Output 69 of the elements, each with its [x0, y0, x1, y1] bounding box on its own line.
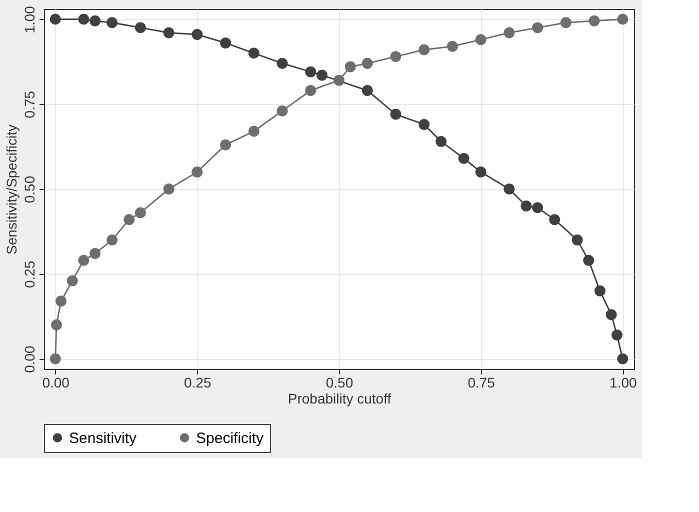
x-tick-label: 0.75	[468, 374, 496, 390]
legend-label: Sensitivity	[69, 430, 138, 447]
point	[475, 166, 486, 178]
y-tick-label: 0.50	[22, 176, 38, 204]
point	[436, 136, 447, 147]
point	[458, 152, 470, 164]
point	[220, 37, 232, 48]
point	[532, 22, 544, 34]
point	[549, 214, 560, 226]
legend-label: Specificity	[196, 430, 264, 447]
point	[50, 353, 61, 364]
point	[617, 14, 628, 25]
point	[248, 48, 260, 59]
point	[192, 29, 203, 40]
point	[390, 51, 402, 62]
point	[276, 58, 288, 69]
point	[276, 105, 288, 116]
y-tick-label: 1.00	[22, 6, 38, 34]
point	[90, 248, 101, 259]
point	[344, 61, 356, 72]
point	[220, 139, 232, 150]
point	[560, 17, 572, 28]
point	[134, 207, 146, 218]
point	[583, 254, 594, 266]
point	[504, 27, 515, 38]
point	[362, 85, 373, 96]
point	[588, 15, 600, 26]
point	[390, 108, 402, 120]
y-tick-label: 0.75	[22, 90, 38, 118]
point	[612, 330, 622, 341]
point	[51, 319, 62, 330]
point	[106, 17, 118, 28]
point	[362, 58, 373, 69]
point	[418, 44, 430, 56]
point	[475, 34, 486, 46]
point	[606, 309, 617, 320]
x-tick-label: 0.25	[184, 374, 212, 390]
point	[305, 66, 316, 78]
point	[124, 214, 135, 226]
point	[594, 285, 606, 296]
point	[66, 275, 78, 286]
point	[163, 184, 174, 194]
point	[134, 22, 146, 34]
x-tick-label: 1.00	[610, 374, 637, 390]
point	[90, 15, 101, 26]
point	[106, 234, 118, 246]
x-axis-title: Probability cutoff	[288, 390, 392, 406]
point	[532, 202, 544, 214]
x-tick-label: 0.50	[326, 374, 354, 390]
point	[248, 126, 260, 137]
point	[418, 119, 430, 130]
point	[446, 40, 458, 52]
point	[520, 200, 532, 212]
y-tick-label: 0.25	[22, 260, 38, 288]
y-tick-label: 0.00	[22, 345, 38, 373]
point	[192, 166, 203, 178]
point	[78, 14, 90, 25]
point	[617, 353, 628, 364]
point	[572, 234, 583, 246]
point	[305, 85, 316, 96]
point	[334, 74, 344, 86]
x-tick-label: 0.00	[42, 374, 70, 390]
point	[50, 14, 61, 25]
point	[56, 296, 66, 307]
y-axis-title: Sensitivity/Specificity	[4, 124, 20, 254]
point	[78, 254, 90, 266]
point	[163, 27, 174, 38]
point	[316, 70, 328, 81]
point	[504, 184, 515, 194]
